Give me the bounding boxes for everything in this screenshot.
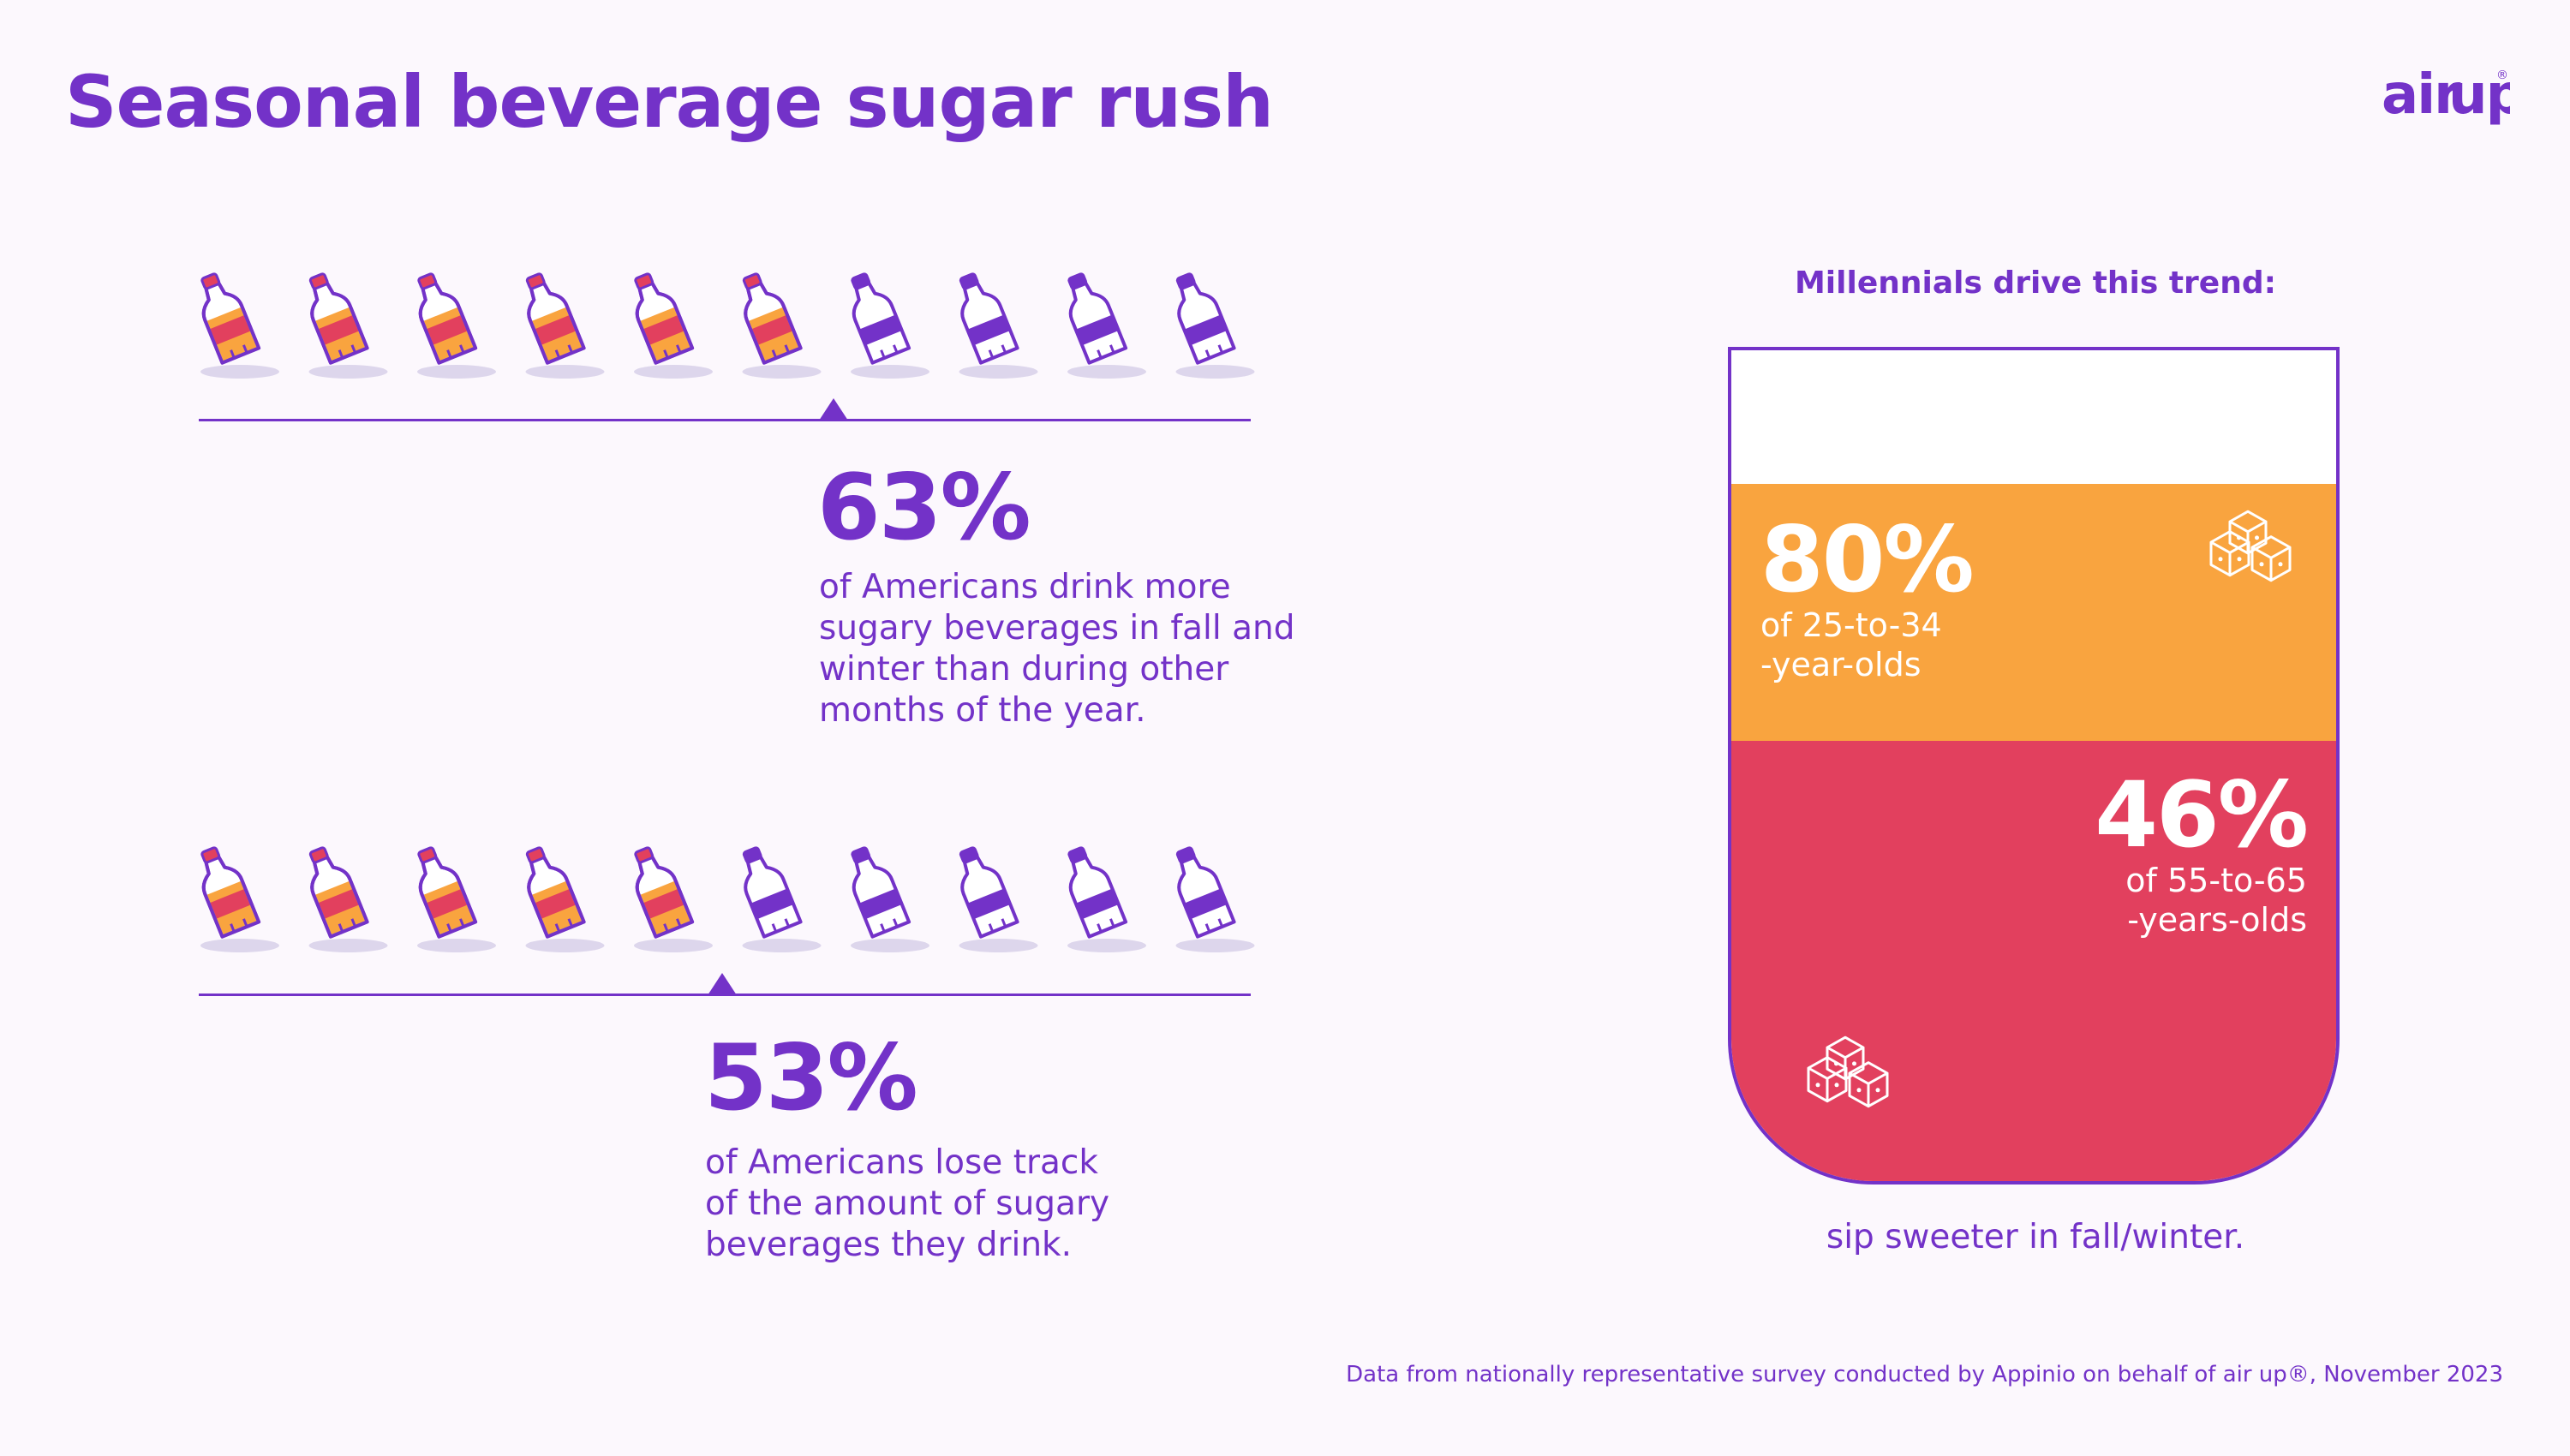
bottle-shadow [959, 939, 1038, 952]
glass-chart-caption: sip sweeter in fall/winter. [1826, 1218, 2245, 1256]
bottle-water-7 [851, 846, 911, 939]
source-footnote: Data from nationally representative surv… [1346, 1362, 2503, 1387]
stat-description-53: of Americans lose track of the amount of… [705, 1143, 1110, 1264]
bottle-water-10 [1175, 846, 1236, 939]
bottle-shadow [1175, 365, 1255, 379]
stat-description-63: of Americans drink more sugary beverages… [819, 568, 1295, 730]
bottle-sugary-4 [525, 846, 586, 939]
page-title: Seasonal beverage sugar rush [65, 60, 1274, 144]
segment-label-25-34-line2: -year-olds [1760, 646, 1922, 683]
air-up-logo: air up ® [2382, 63, 2510, 127]
segment-older-adults: 46% of 55-to-65 -years-olds [1731, 741, 2336, 1181]
bottle-shadow [308, 365, 388, 379]
bottle-sugary-5 [634, 272, 695, 365]
bottle-sugary-2 [308, 846, 369, 939]
marker-row-1 [819, 398, 848, 421]
axis-line-row-1 [199, 419, 1251, 421]
bottle-sugary-5 [634, 846, 695, 939]
bottle-shadow [851, 939, 929, 952]
bottle-shadow [634, 365, 713, 379]
bottle-water-6 [742, 846, 803, 939]
segment-value-80: 80% [1760, 507, 1975, 612]
bottle-shadow [634, 939, 713, 952]
segment-label-55-65-line2: -years-olds [2127, 901, 2307, 939]
bottle-shadow [959, 365, 1038, 379]
marker-row-2 [708, 973, 737, 995]
svg-text:up: up [2448, 63, 2510, 127]
segment-millennials: 80% of 25-to-34 -year-olds [1731, 484, 2336, 741]
bottle-shadow [200, 939, 279, 952]
svg-text:air: air [2382, 63, 2461, 127]
bottle-sugary-6 [742, 272, 803, 365]
bottle-water-8 [959, 272, 1019, 365]
glass-chart-title: Millennials drive this trend: [1794, 266, 2277, 301]
stat-value-53: 53% [704, 1025, 918, 1131]
bottle-water-10 [1175, 272, 1236, 365]
bottle-pictograph-row-1 [200, 272, 1255, 379]
bottle-water-8 [959, 846, 1019, 939]
bottle-sugary-3 [417, 272, 478, 365]
bottle-shadow [525, 939, 605, 952]
glass-chart: 80% of 25-to-34 -year-olds 46% of 55-to-… [1728, 347, 2340, 1184]
bottle-shadow [742, 939, 822, 952]
segment-value-46: 46% [2095, 762, 2309, 868]
segment-label-55-65-line1: of 55-to-65 [2125, 862, 2307, 899]
bottle-shadow [417, 939, 496, 952]
bottle-water-7 [851, 272, 911, 365]
bottle-water-9 [1067, 272, 1128, 365]
sugar-cubes-icon [1807, 1035, 1889, 1108]
bottle-shadow [525, 365, 605, 379]
bottle-shadow [1067, 365, 1146, 379]
bottle-shadow [742, 365, 822, 379]
bottle-sugary-1 [200, 272, 261, 365]
bottle-pictograph-row-2 [200, 846, 1255, 952]
bottle-sugary-2 [308, 272, 369, 365]
bottle-shadow [851, 365, 929, 379]
bottle-shadow [308, 939, 388, 952]
stat-value-63: 63% [817, 455, 1031, 560]
bottle-sugary-1 [200, 846, 261, 939]
bottle-water-9 [1067, 846, 1128, 939]
bottle-shadow [1067, 939, 1146, 952]
segment-label-25-34-line1: of 25-to-34 [1760, 606, 1942, 644]
svg-text:®: ® [2496, 69, 2508, 82]
bottle-shadow [417, 365, 496, 379]
sugar-cubes-icon [2209, 510, 2292, 582]
bottle-shadow [1175, 939, 1255, 952]
bottle-shadow [200, 365, 279, 379]
bottle-sugary-3 [417, 846, 478, 939]
bottle-sugary-4 [525, 272, 586, 365]
